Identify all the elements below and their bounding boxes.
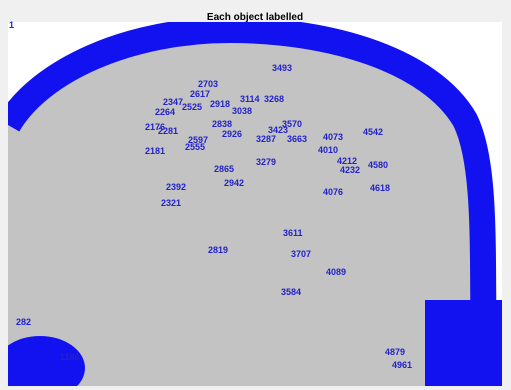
object-label: 4232	[340, 165, 360, 175]
object-label: 4089	[326, 267, 346, 277]
object-label: 282	[16, 317, 31, 327]
object-label: 2321	[161, 198, 181, 208]
object-label: 4073	[323, 132, 343, 142]
object-label: 4076	[323, 187, 343, 197]
object-label: 4542	[363, 127, 383, 137]
object-label: 4879	[385, 347, 405, 357]
object-label: 1186	[60, 352, 80, 362]
object-label: 2865	[214, 164, 234, 174]
object-label: 3570	[282, 119, 302, 129]
object-label: 2347	[163, 97, 183, 107]
object-label: 2819	[208, 245, 228, 255]
object-label: 3279	[256, 157, 276, 167]
corner-labels	[425, 300, 505, 390]
page: Each object labelled 1 27032617 2347 2918 31…	[0, 0, 511, 390]
object-label: 1	[9, 20, 14, 30]
object-label: 3611	[283, 228, 303, 238]
object-label: 2181	[145, 146, 165, 156]
figure: Each object labelled 1 27032617 2347 2918 31…	[0, 0, 511, 390]
object-label: 4580	[368, 160, 388, 170]
object-label: 2617	[190, 89, 210, 99]
object-label: 2703	[198, 79, 218, 89]
object-label: 3584	[281, 287, 301, 297]
object-label: 2918	[210, 99, 230, 109]
object-label: 4010	[318, 145, 338, 155]
object-label: 2926	[222, 129, 242, 139]
object-label: 2555	[185, 142, 205, 152]
object-label: 3287	[256, 134, 276, 144]
object-label: 3663	[287, 134, 307, 144]
object-label: 3114	[240, 94, 260, 104]
object-label: 4618	[370, 183, 390, 193]
object-label: 2942	[224, 178, 244, 188]
object-label: 3707	[291, 249, 311, 259]
object-label: 2838	[212, 119, 232, 129]
title: Each object labelled	[207, 12, 303, 23]
object-label: 4961	[392, 360, 412, 370]
object-label: 2281	[158, 126, 178, 136]
object-label: 2525	[182, 102, 202, 112]
object-label: 3038	[232, 106, 252, 116]
object-label: 3268	[264, 94, 284, 104]
object-label: 3493	[272, 63, 292, 73]
object-label: 2264	[155, 107, 175, 117]
object-label: 2392	[166, 182, 186, 192]
image	[0, 30, 505, 390]
